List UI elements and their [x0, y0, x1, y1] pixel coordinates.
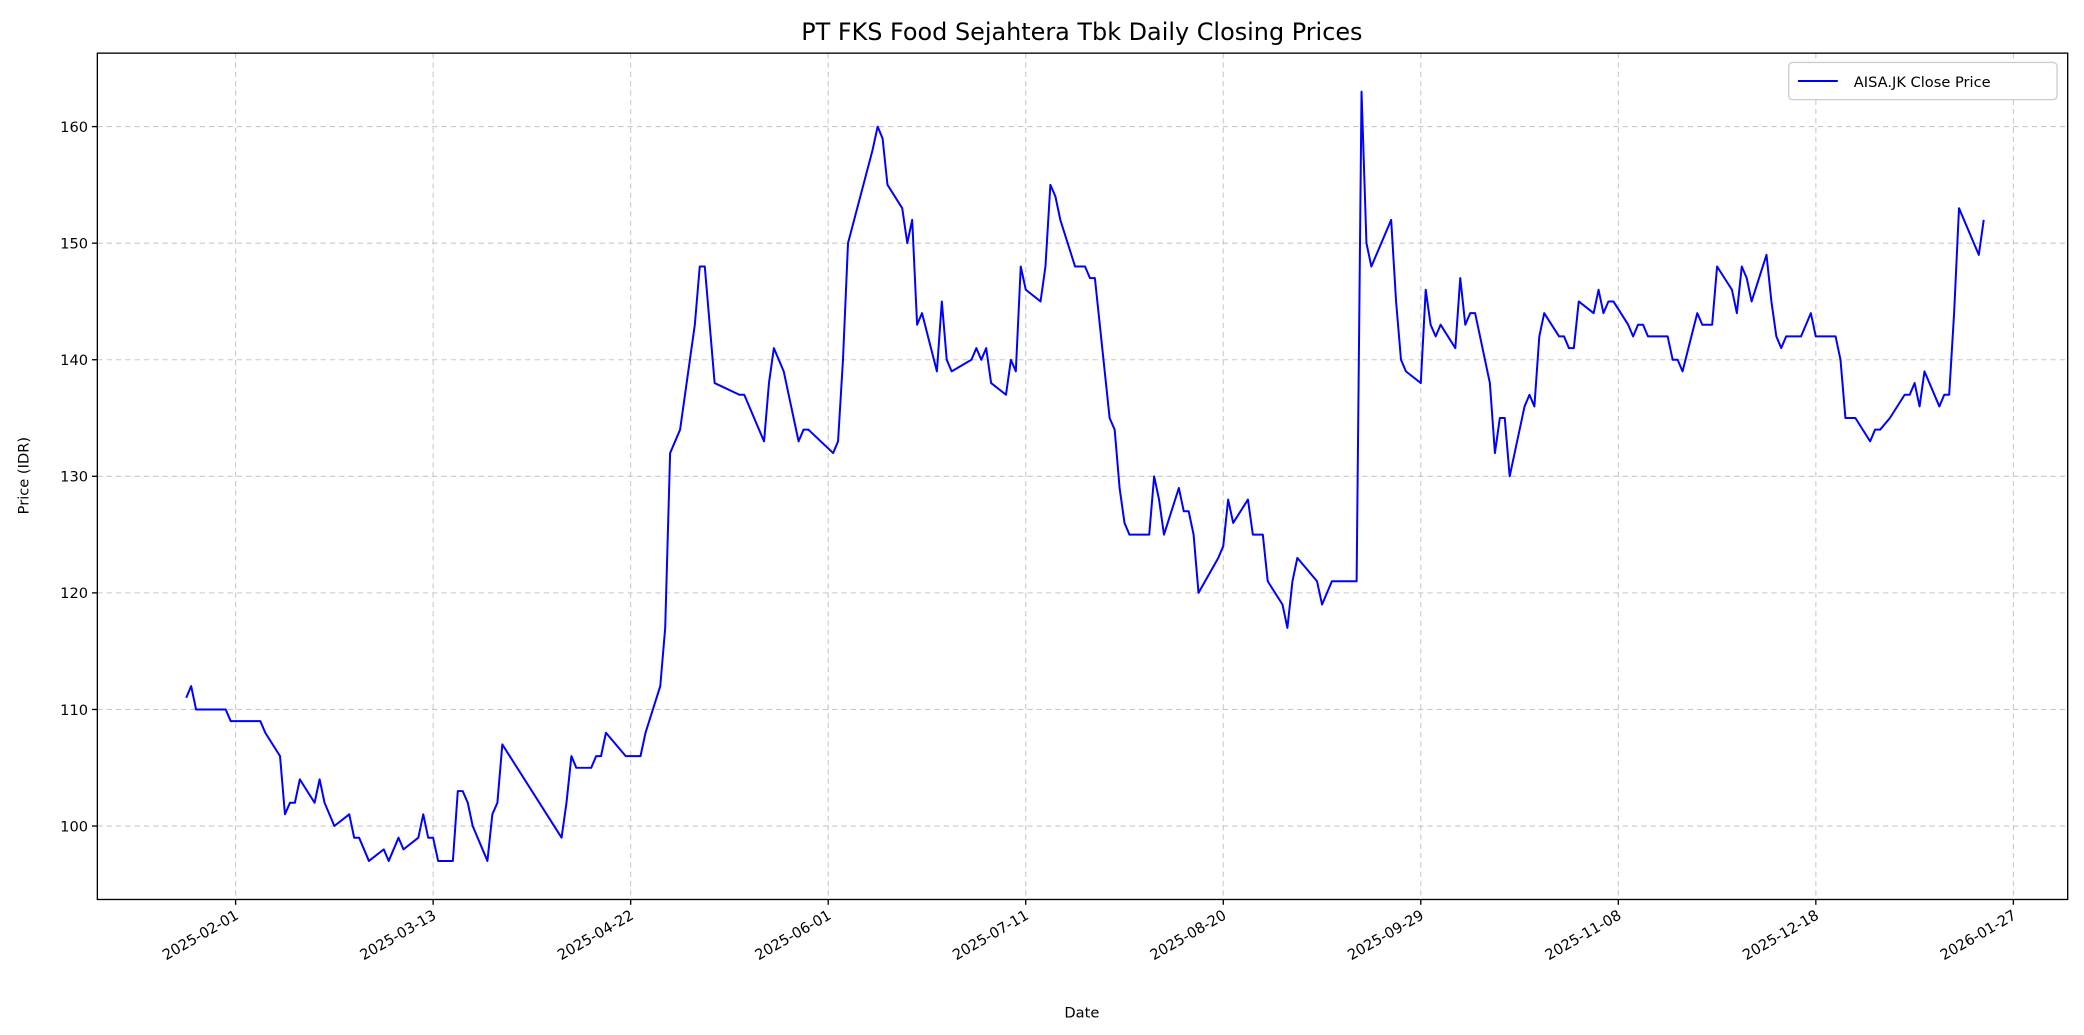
y-axis-label: Price (IDR): [15, 437, 32, 514]
x-axis-label: Date: [1064, 1005, 1099, 1022]
x-tick-label: 2025-06-01: [752, 907, 834, 964]
y-tick-label: 120: [60, 585, 88, 602]
y-tick-label: 100: [60, 818, 88, 835]
x-axis: 2025-02-01 2025-03-13 2025-04-22 2025-06-01…: [160, 899, 2019, 964]
y-tick-label: 140: [60, 352, 88, 369]
y-tick-label: 150: [60, 235, 88, 252]
y-axis: 100 110 120 130 140 150 160: [60, 119, 98, 835]
y-tick-label: 160: [60, 119, 88, 136]
legend: AISA.JK Close Price: [1788, 61, 2058, 101]
x-tick-label: 2025-02-01: [160, 907, 242, 964]
x-tick-label: 2025-04-22: [555, 907, 637, 964]
x-tick-label: 2025-07-11: [950, 907, 1032, 964]
y-tick-label: 130: [60, 469, 88, 486]
x-tick-label: 2025-12-18: [1740, 907, 1822, 964]
x-tick-label: 2025-03-13: [357, 907, 439, 964]
x-tick-label: 2025-08-20: [1147, 907, 1229, 964]
chart-title: PT FKS Food Sejahtera Tbk Daily Closing …: [801, 18, 1362, 46]
legend-label: AISA.JK Close Price: [1854, 74, 1991, 91]
x-tick-label: 2025-11-08: [1542, 907, 1624, 964]
y-tick-label: 110: [60, 702, 88, 719]
legend-box: [1788, 61, 2058, 101]
series-line: [185, 90, 1985, 862]
x-tick-label: 2025-09-29: [1345, 907, 1427, 964]
series-layer: [185, 90, 1985, 862]
grid-lines: [97, 53, 2068, 900]
x-tick-label: 2026-01-27: [1937, 907, 2019, 964]
